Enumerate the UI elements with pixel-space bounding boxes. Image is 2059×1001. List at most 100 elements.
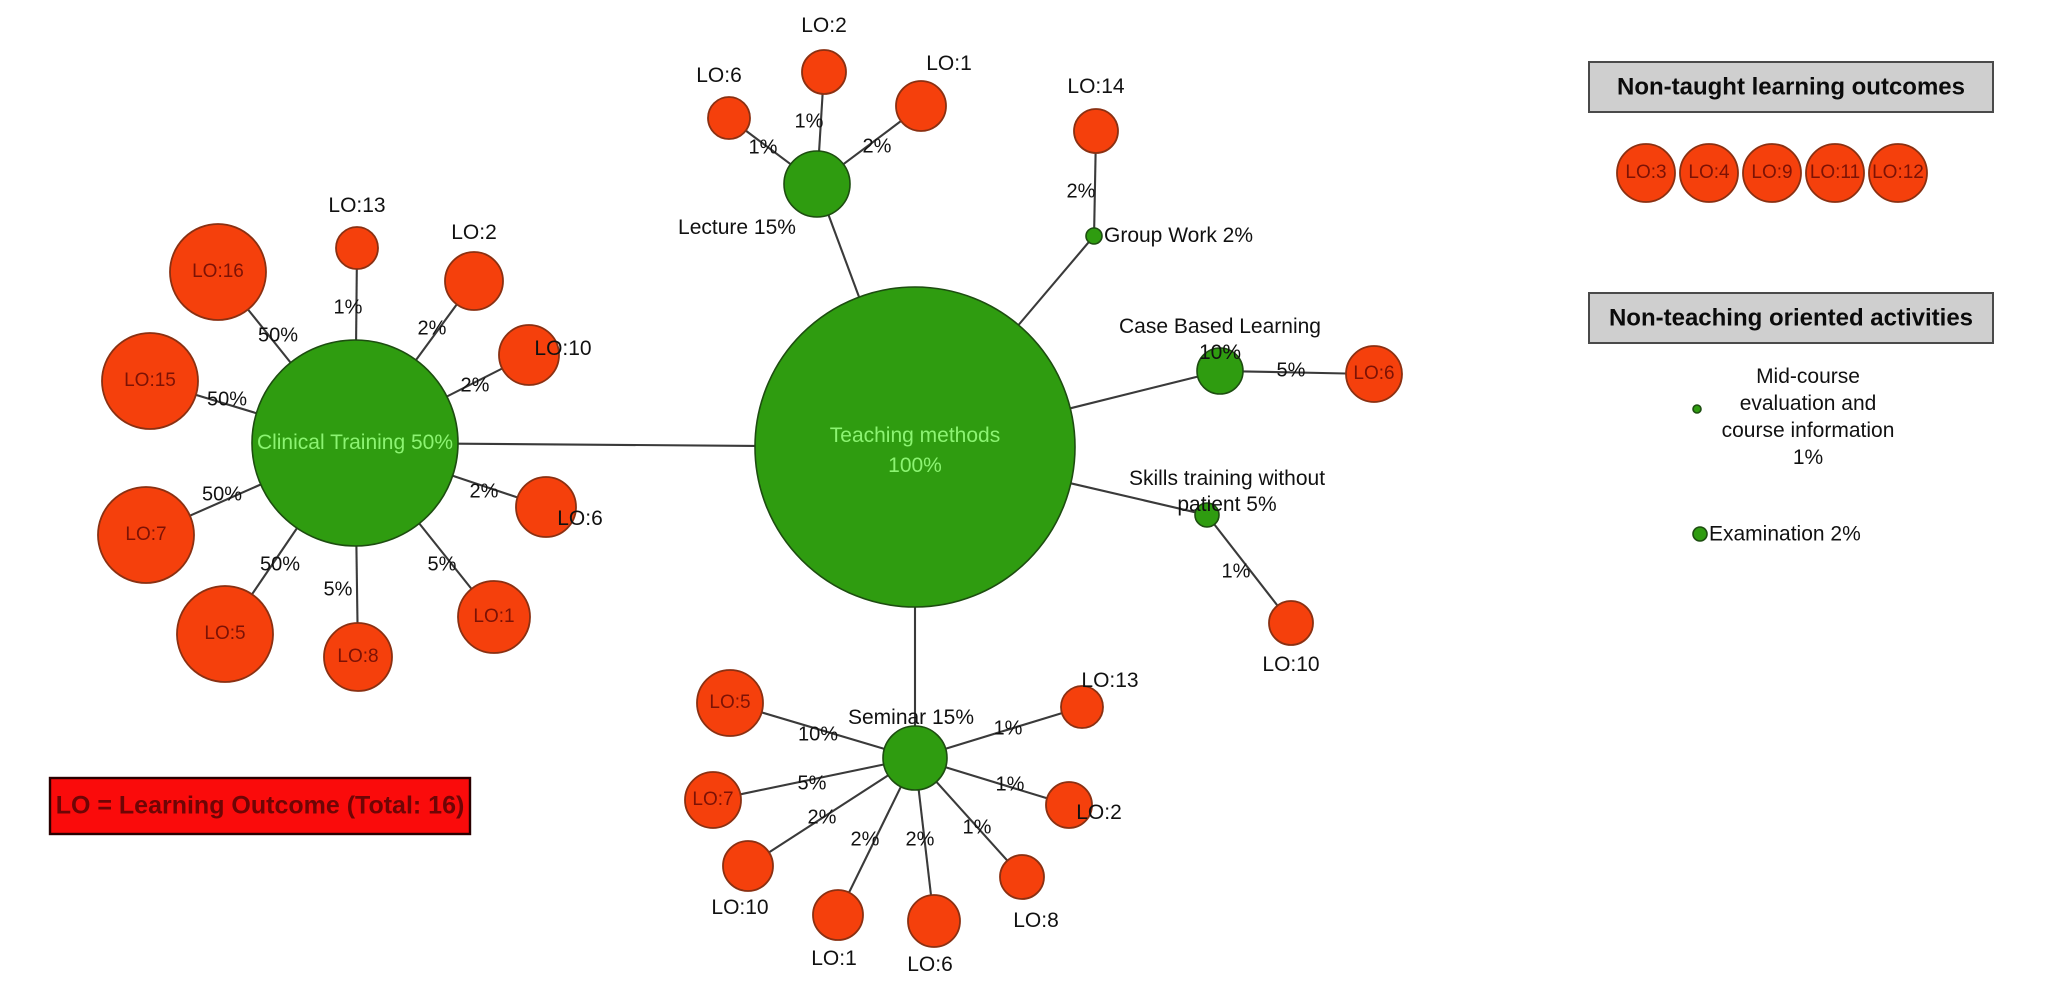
outcome-node-clinical-training-LO16-0[interactable]: [169, 223, 267, 321]
outcome-node-lecture-LO6-0[interactable]: [707, 96, 751, 140]
outcome-node-seminar-LO5-0[interactable]: [696, 669, 764, 737]
edge-weight-case-based-learning-LO6-0: 5%: [1277, 359, 1306, 381]
outcome-node-clinical-training-LO7-2[interactable]: [97, 486, 195, 584]
outcome-node-seminar-LO8-5-label: LO:8: [1013, 909, 1059, 932]
method-node-lecture[interactable]: [783, 150, 851, 218]
edge-skills-training-to-LO10-0: [1213, 523, 1279, 607]
outcome-node-clinical-training-LO16-0-label: LO:16: [192, 261, 244, 282]
outcome-node-seminar-LO10-2[interactable]: [722, 840, 774, 892]
edge-weight-lecture-LO2-1: 1%: [795, 110, 824, 132]
edge-weight-seminar-LO13-7: 1%: [994, 717, 1023, 739]
outcome-node-clinical-training-LO6-6-label: LO:6: [557, 507, 603, 530]
hub-node-teaching-methods[interactable]: [754, 286, 1076, 608]
method-label-skills-training: Skills training without patient 5%: [1129, 467, 1325, 516]
method-node-skills-training[interactable]: [1194, 502, 1220, 528]
outcome-node-seminar-LO1-3[interactable]: [812, 889, 864, 941]
outcome-node-seminar-LO2-6-label: LO:2: [1076, 801, 1122, 824]
outcome-node-clinical-training-LO2-8[interactable]: [444, 251, 504, 311]
legend-non-taught-label-LO4: LO:4: [1688, 162, 1730, 183]
outcome-node-clinical-training-LO1-5-label: LO:1: [473, 606, 514, 627]
nodes-layer: Teaching methods 100% Clinical Training 50…: [97, 14, 1403, 976]
edge-weight-seminar-LO2-6: 1%: [996, 773, 1025, 795]
method-node-case-based-learning[interactable]: [1196, 347, 1244, 395]
lo-legend-box: [48, 776, 472, 836]
outcome-node-case-based-learning-LO6-0-label: LO:6: [1353, 363, 1394, 384]
outcome-node-clinical-training-LO10-7[interactable]: [498, 324, 560, 386]
edge-weight-clinical-training-LO5-3: 50%: [260, 553, 300, 575]
legend-activity-text-examination: Examination 2%: [1709, 523, 1861, 546]
edge-hub-to-skills-training: [1070, 482, 1196, 514]
edge-weight-seminar-LO7-1: 5%: [798, 772, 827, 794]
outcome-node-skills-training-LO10-0-label: LO:10: [1262, 653, 1319, 676]
outcome-node-case-based-learning-LO6-0[interactable]: [1345, 345, 1403, 403]
edge-seminar-to-LO8-5: [935, 781, 1009, 862]
edge-weight-seminar-LO1-3: 2%: [851, 828, 880, 850]
outcome-node-seminar-LO2-6[interactable]: [1045, 781, 1093, 829]
outcome-node-clinical-training-LO10-7-label: LO:10: [534, 337, 591, 360]
edge-weight-clinical-training-LO16-0: 50%: [258, 324, 298, 346]
outcome-node-clinical-training-LO5-3-label: LO:5: [204, 623, 245, 644]
outcome-node-group-work-LO14-0-label: LO:14: [1067, 75, 1125, 98]
outcome-node-seminar-LO6-4[interactable]: [907, 894, 961, 948]
edge-weight-clinical-training-LO15-1: 50%: [207, 388, 247, 410]
edge-weight-skills-training-LO10-0: 1%: [1222, 560, 1251, 582]
edge-weight-clinical-training-LO1-5: 5%: [428, 553, 457, 575]
method-node-group-work[interactable]: [1085, 227, 1103, 245]
outcome-node-clinical-training-LO13-9[interactable]: [335, 226, 379, 270]
legend-non-taught-label-LO9: LO:9: [1751, 162, 1792, 183]
outcome-node-seminar-LO10-2-label: LO:10: [711, 896, 768, 919]
outcome-node-group-work-LO14-0[interactable]: [1073, 108, 1119, 154]
edge-weight-clinical-training-LO2-8: 2%: [418, 317, 447, 339]
outcome-node-lecture-LO1-2[interactable]: [895, 80, 947, 132]
outcome-node-clinical-training-LO6-6[interactable]: [515, 476, 577, 538]
outcome-node-seminar-LO7-1-label: LO:7: [692, 789, 733, 810]
edge-weight-clinical-training-LO13-9: 1%: [334, 296, 363, 318]
method-node-clinical-training[interactable]: [251, 339, 459, 547]
edge-seminar-to-LO1-3: [848, 786, 902, 894]
edge-hub-to-group-work: [1017, 241, 1090, 326]
legend-non-taught-circle-LO9[interactable]: [1742, 143, 1802, 203]
edge-weight-seminar-LO10-2: 2%: [808, 806, 837, 828]
edge-weight-clinical-training-LO7-2: 50%: [202, 483, 242, 505]
legend-non-taught-circle-LO4[interactable]: [1679, 143, 1739, 203]
outcome-node-clinical-training-LO13-9-label: LO:13: [328, 194, 385, 217]
edge-weight-seminar-LO8-5: 1%: [963, 816, 992, 838]
outcome-node-skills-training-LO10-0[interactable]: [1268, 600, 1314, 646]
edge-clinical-training-to-LO13-9: [355, 268, 358, 341]
edge-seminar-to-LO2-6: [945, 766, 1048, 800]
legend-non-taught-circle-LO3[interactable]: [1616, 143, 1676, 203]
method-node-seminar[interactable]: [882, 725, 948, 791]
legend-layer: Non-taught learning outcomes LO:3 LO:4 LO:9…: [48, 61, 1994, 836]
edge-clinical-training-to-LO16-0: [247, 308, 292, 364]
legend-activity-bullet-examination[interactable]: [1692, 526, 1708, 542]
outcome-node-clinical-training-LO2-8-label: LO:2: [451, 221, 497, 244]
edge-clinical-training-to-LO7-2: [189, 483, 262, 517]
legend-non-taught-label-LO12: LO:12: [1872, 162, 1924, 183]
outcome-node-lecture-LO2-1[interactable]: [801, 49, 847, 95]
outcome-node-seminar-LO13-7-label: LO:13: [1081, 669, 1138, 692]
outcome-node-clinical-training-LO8-4[interactable]: [323, 622, 393, 692]
outcome-node-clinical-training-LO1-5[interactable]: [457, 580, 531, 654]
outcome-node-clinical-training-LO5-3[interactable]: [176, 585, 274, 683]
edge-clinical-training-to-LO2-8: [415, 303, 458, 361]
legend-non-taught-circle-LO12[interactable]: [1868, 143, 1928, 203]
outcome-node-clinical-training-LO15-1[interactable]: [101, 332, 199, 430]
edge-clinical-training-to-LO15-1: [195, 393, 257, 415]
outcome-node-seminar-LO1-3-label: LO:1: [811, 947, 857, 970]
outcome-node-seminar-LO7-1[interactable]: [684, 771, 742, 829]
edge-weight-group-work-LO14-0: 2%: [1067, 180, 1096, 202]
method-label-clinical-training: Clinical Training 50%: [257, 431, 453, 454]
outcome-node-lecture-LO1-2-label: LO:1: [926, 52, 972, 75]
edge-weight-clinical-training-LO10-7: 2%: [461, 374, 490, 396]
legend-non-teaching-header-box: [1588, 292, 1994, 344]
outcome-node-seminar-LO13-7[interactable]: [1060, 685, 1104, 729]
edge-clinical-training-to-LO5-3: [251, 527, 298, 595]
outcome-node-seminar-LO6-4-label: LO:6: [907, 953, 953, 976]
edge-weight-lecture-LO1-2: 2%: [863, 135, 892, 157]
legend-non-taught-circle-LO11[interactable]: [1805, 143, 1865, 203]
legend-non-teaching-header-text: Non-teaching oriented activities: [1609, 304, 1973, 331]
legend-activity-bullet-mid-course[interactable]: [1692, 404, 1702, 414]
legend-non-taught-header-text: Non-taught learning outcomes: [1617, 73, 1965, 100]
edge-lecture-to-LO1-2: [842, 120, 902, 166]
outcome-node-seminar-LO8-5[interactable]: [999, 854, 1045, 900]
